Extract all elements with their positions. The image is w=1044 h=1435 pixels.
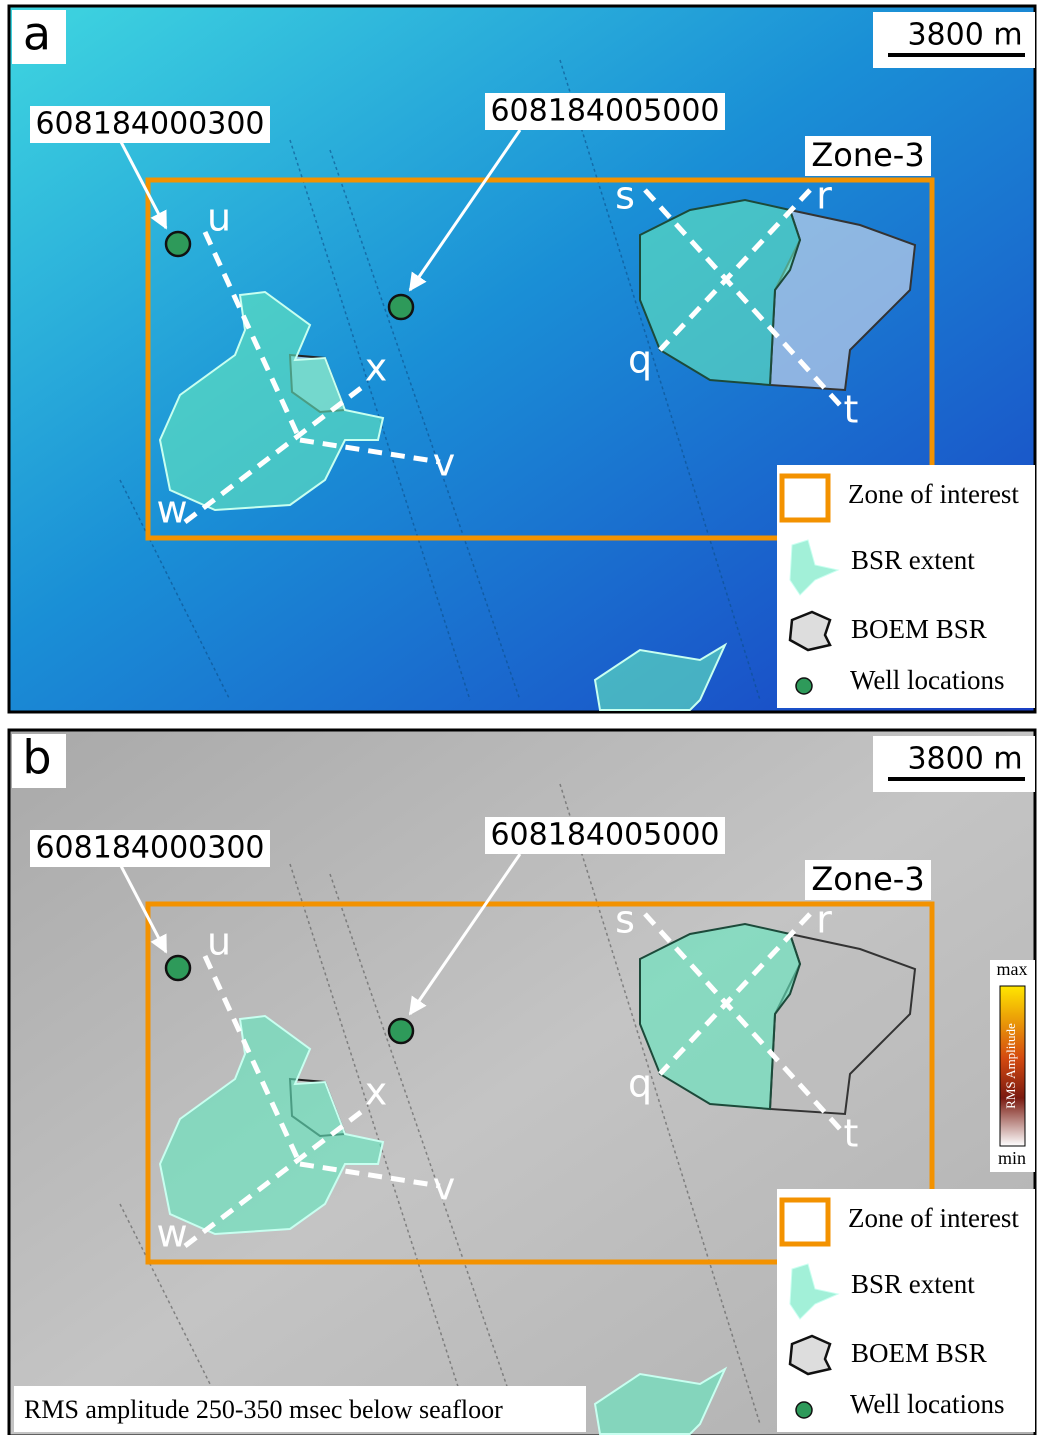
- map-panel: s r q t u x v w 608184000300 608184005000 Zone-3 a 3…: [9, 6, 1035, 712]
- line-label: t: [844, 1112, 859, 1156]
- map-panel: s r q t u x v w 608184000300 608184005000 Zone-3 b 3…: [9, 730, 1035, 1435]
- zone-label: Zone-3: [811, 860, 924, 898]
- legend-zone-icon: [782, 1200, 828, 1244]
- legend-label: BOEM BSR: [851, 614, 987, 644]
- line-label: u: [207, 920, 231, 964]
- legend-zone-icon: [782, 476, 828, 520]
- colorbar-min: min: [998, 1148, 1026, 1168]
- panel-label: b: [22, 731, 51, 785]
- well-label: 608184005000: [490, 94, 719, 129]
- figure: s r q t u x v w 608184000300 608184005000 Zone-3 a 3…: [0, 0, 1044, 1435]
- scale-label: 3800 m: [907, 18, 1022, 53]
- legend-well-icon: [796, 1402, 812, 1418]
- caption: RMS amplitude 250-350 msec below seafloo…: [24, 1395, 503, 1424]
- well-location: [389, 295, 413, 319]
- colorbar-title: RMS Amplitude: [1003, 1023, 1018, 1109]
- zone-label: Zone-3: [811, 136, 924, 174]
- well-label: 608184000300: [35, 831, 264, 866]
- line-label: x: [365, 1070, 388, 1114]
- line-label: r: [816, 898, 832, 942]
- line-label: t: [844, 388, 859, 432]
- legend-label: BSR extent: [851, 545, 975, 575]
- legend-label: BOEM BSR: [851, 1338, 987, 1368]
- line-label: v: [433, 441, 456, 485]
- well-label: 608184005000: [490, 818, 719, 853]
- line-label: u: [207, 196, 231, 240]
- legend-label: BSR extent: [851, 1269, 975, 1299]
- well-location: [166, 232, 190, 256]
- legend-label: Zone of interest: [848, 1203, 1019, 1233]
- line-label: s: [615, 898, 635, 942]
- line-label: w: [156, 488, 187, 532]
- line-label: q: [628, 338, 652, 382]
- well-location: [389, 1019, 413, 1043]
- line-label: s: [615, 174, 635, 218]
- line-label: x: [365, 346, 388, 390]
- line-label: w: [156, 1212, 187, 1256]
- legend-label: Well locations: [850, 665, 1005, 695]
- line-label: q: [628, 1062, 652, 1106]
- legend-label: Well locations: [850, 1389, 1005, 1419]
- colorbar-max: max: [997, 959, 1028, 979]
- line-label: r: [816, 174, 832, 218]
- well-location: [166, 956, 190, 980]
- legend-boem-icon: [790, 612, 830, 650]
- scale-label: 3800 m: [907, 742, 1022, 777]
- legend-boem-icon: [790, 1336, 830, 1374]
- panel-label: a: [23, 7, 51, 61]
- well-label: 608184000300: [35, 107, 264, 142]
- legend-well-icon: [796, 678, 812, 694]
- legend-label: Zone of interest: [848, 479, 1019, 509]
- line-label: v: [433, 1165, 456, 1209]
